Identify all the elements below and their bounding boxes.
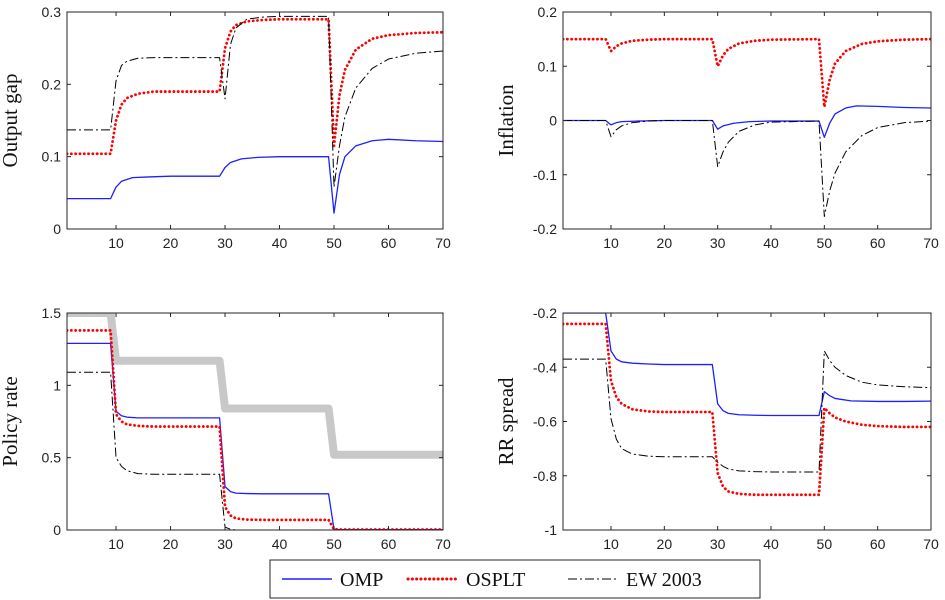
- legend-label-ew2003: EW 2003: [626, 569, 702, 591]
- x-tick-label: 50: [326, 536, 342, 552]
- series-ew-2003-line: [563, 120, 931, 218]
- x-tick-label: 10: [603, 536, 619, 552]
- x-tick-label: 70: [435, 536, 451, 552]
- x-tick-label: 20: [163, 536, 179, 552]
- y-tick-label: 1: [53, 377, 61, 393]
- x-tick-label: 70: [923, 235, 939, 251]
- panel-policy-rate: 10 20 30 40 50 60 70 0 0.5 1 1.5 Policy rate: [0, 305, 451, 552]
- y-tick-label: 1.5: [42, 305, 62, 321]
- x-tick-label: 10: [108, 235, 124, 251]
- x-tick-label: 40: [272, 235, 288, 251]
- panel-output-gap: 10 20 30 40 50 60 70 0 0.1 0.2 0.3 Output gap: [0, 4, 451, 251]
- y-tick-label: 0.5: [42, 450, 62, 466]
- x-tick-label: 30: [710, 235, 726, 251]
- panel-inflation: 10 20 30 40 50 60 70 -0.2 -0.1 0 0.1 0.2 Inflation: [494, 4, 939, 251]
- x-tick-label: 40: [272, 536, 288, 552]
- legend: OMP OSPLT EW 2003: [269, 559, 761, 599]
- x-tick-label: 20: [163, 235, 179, 251]
- series-ew-2003-line: [67, 15, 443, 188]
- x-tick-label: 70: [923, 536, 939, 552]
- x-tick-label: 40: [763, 536, 779, 552]
- y-tick-label: 0.1: [538, 58, 558, 74]
- x-tick-label: 30: [217, 536, 233, 552]
- legend-label-omp: OMP: [340, 569, 383, 591]
- x-tick-label: 40: [763, 235, 779, 251]
- plot-frame: [66, 312, 444, 531]
- series-reference-path-line: [67, 313, 443, 459]
- series-osplt-line: [67, 328, 443, 530]
- y-tick-label: -0.8: [533, 468, 557, 484]
- y-tick-label: -0.4: [533, 359, 557, 375]
- x-tick-label: 20: [657, 536, 673, 552]
- panel-rr-spread: 10 20 30 40 50 60 70 -1 -0.8 -0.6 -0.4 -0.2 RR sprea…: [494, 305, 939, 552]
- series-omp-line: [67, 138, 443, 214]
- y-tick-label: -1: [545, 522, 558, 538]
- x-tick-label: 10: [108, 536, 124, 552]
- x-tick-label: 60: [870, 235, 886, 251]
- y-tick-label: -0.1: [533, 167, 557, 183]
- x-tick-label: 50: [326, 235, 342, 251]
- x-tick-label: 30: [710, 536, 726, 552]
- legend-label-osplt: OSPLT: [466, 569, 525, 591]
- y-tick-label: 0.2: [538, 4, 558, 20]
- series-osplt-line: [563, 322, 931, 497]
- y-tick-label: 0.3: [42, 4, 62, 20]
- x-tick-label: 20: [657, 235, 673, 251]
- plot-frame: [66, 11, 444, 230]
- x-tick-label: 50: [817, 536, 833, 552]
- y-axis-label: Policy rate: [0, 376, 22, 466]
- x-tick-label: 60: [381, 536, 397, 552]
- y-axis-label: Output gap: [0, 74, 22, 168]
- legend-box: [269, 559, 761, 599]
- series-omp-line: [563, 105, 931, 138]
- x-tick-label: 70: [435, 235, 451, 251]
- series-omp-line: [67, 342, 443, 530]
- y-tick-label: 0.2: [42, 76, 62, 92]
- x-tick-label: 10: [603, 235, 619, 251]
- x-tick-label: 60: [381, 235, 397, 251]
- y-tick-label: 0: [53, 221, 61, 237]
- y-axis-label: Inflation: [494, 84, 518, 157]
- y-axis-label: RR spread: [494, 377, 518, 466]
- y-tick-label: -0.6: [533, 414, 557, 430]
- series-ew-2003-line: [563, 350, 931, 473]
- series-omp-line: [563, 313, 931, 417]
- y-tick-label: 0.1: [42, 149, 62, 165]
- y-tick-label: 0: [549, 113, 557, 129]
- y-tick-label: 0: [53, 522, 61, 538]
- x-tick-label: 50: [817, 235, 833, 251]
- y-tick-label: -0.2: [533, 221, 557, 237]
- series-osplt-line: [563, 37, 931, 109]
- y-tick-label: -0.2: [533, 305, 557, 321]
- x-tick-label: 60: [870, 536, 886, 552]
- x-tick-label: 30: [217, 235, 233, 251]
